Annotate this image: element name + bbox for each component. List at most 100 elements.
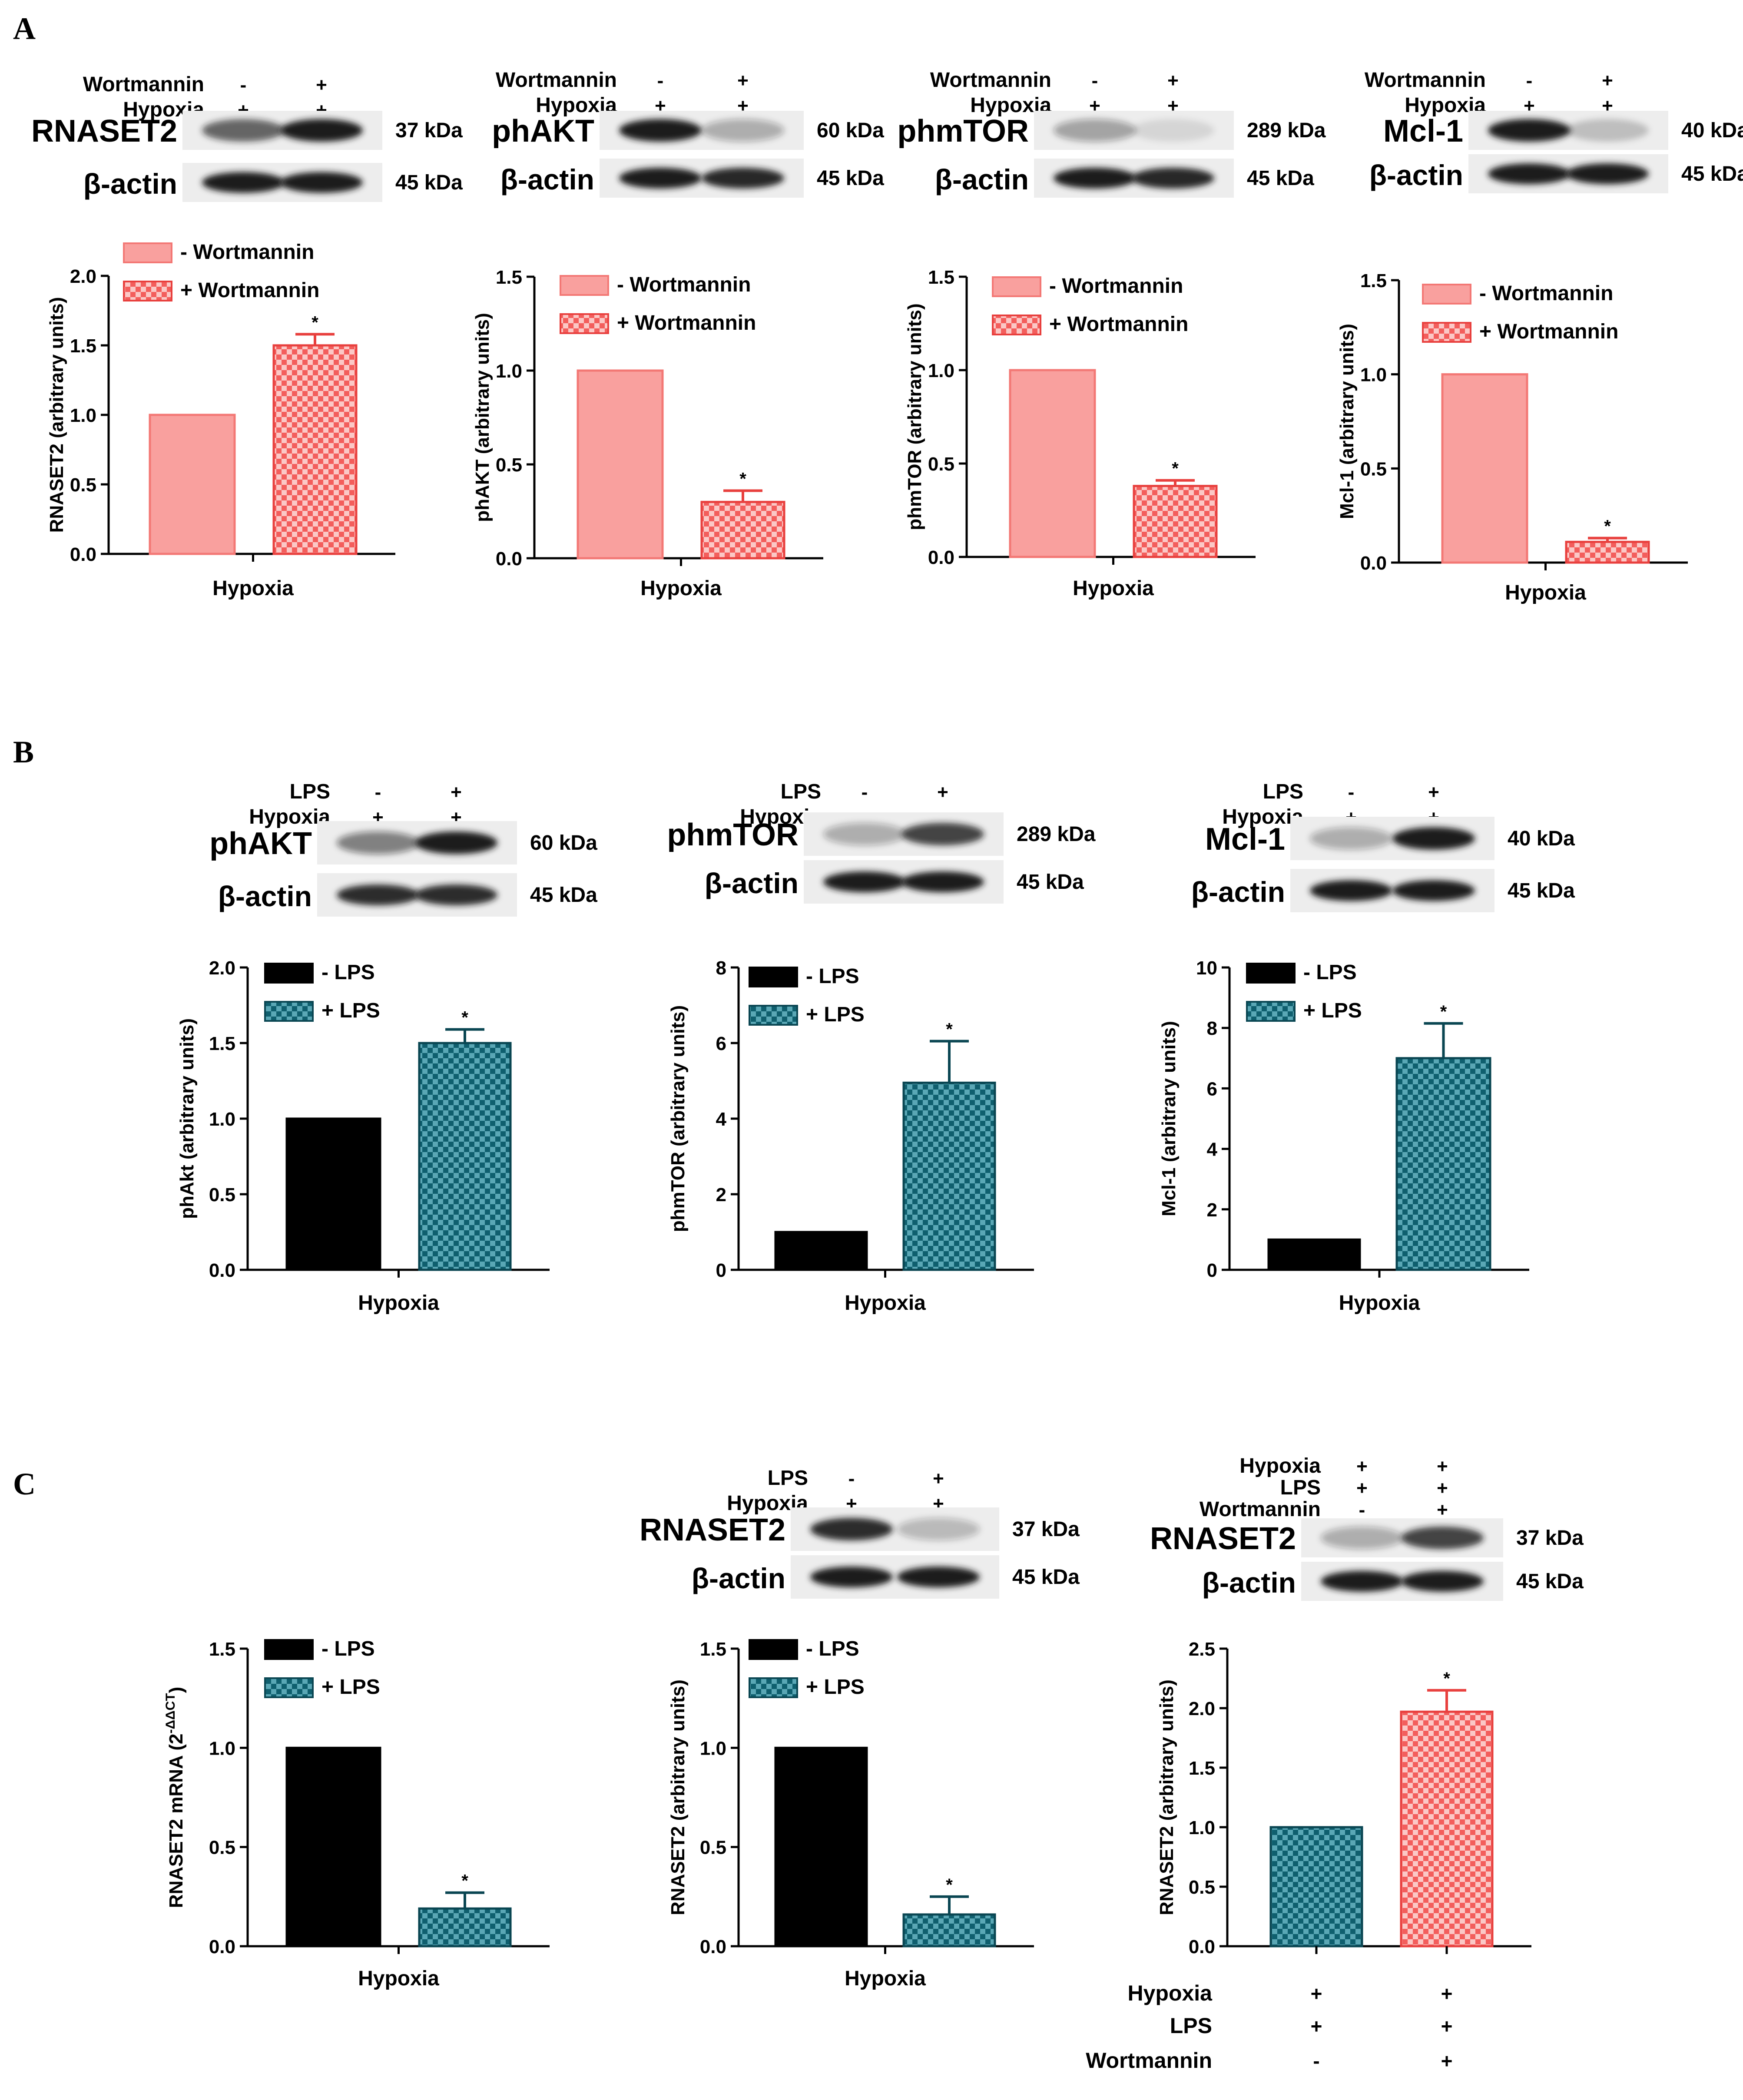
blot-treatment-sign: -: [240, 74, 247, 96]
blot-treatment-label: Wortmannin: [83, 73, 204, 96]
blot-band: [1310, 880, 1392, 901]
blot-band: [810, 1567, 893, 1587]
bar: [1133, 485, 1218, 558]
legend-label: + LPS: [1303, 999, 1362, 1022]
blot-protein-label: phmTOR: [667, 818, 799, 852]
blot-treatment-label: Wortmannin: [1365, 69, 1486, 92]
significance-marker: *: [461, 1871, 468, 1891]
y-tick-label: 1.0: [496, 361, 522, 382]
blot-kda-label: 45 kDa: [1247, 167, 1314, 190]
blot-c3: Hypoxia + +LPS + +Wortmannin - +RNASET2 37 kDaβ…: [1150, 1454, 1584, 1601]
blot-kda-label: 289 kDa: [1247, 119, 1326, 142]
x-axis-label: Hypoxia: [358, 1967, 439, 1990]
y-tick-label: 10: [1196, 957, 1217, 979]
legend-swatch: [264, 1677, 314, 1698]
y-tick-label: 1.5: [928, 267, 954, 288]
legend-swatch: [1246, 1001, 1296, 1022]
blot-treatment-sign: -: [848, 1468, 855, 1489]
blot-band: [897, 1567, 980, 1587]
y-tick-label: 0.5: [928, 454, 954, 475]
blot-kda-label: 45 kDa: [530, 884, 597, 907]
y-axis-label: phmTOR (arbitrary units): [904, 303, 925, 530]
blot-band: [1132, 168, 1214, 189]
blot-treatment-sign: +: [1437, 1477, 1448, 1499]
blot-a3: Wortmannin - +Hypoxia + +phmTOR 289 kDaβ-acti…: [897, 69, 1326, 198]
western-blots: Wortmannin - +Hypoxia + +RNASET2 37 kDaβ-acti…: [31, 69, 1743, 1601]
significance-marker: *: [1443, 1669, 1450, 1688]
y-tick-label: 1.0: [1360, 364, 1387, 386]
y-tick-label: 1.0: [209, 1738, 235, 1759]
blot-band: [337, 884, 419, 905]
blot-band: [702, 168, 784, 189]
y-axis-label: RNASET2 (arbitrary units): [667, 1679, 689, 1915]
y-axis-label: phAKT (arbitrary units): [472, 313, 493, 522]
blot-treatment-label: LPS: [290, 780, 330, 803]
blot-kda-label: 60 kDa: [817, 119, 884, 142]
legend-swatch: [1422, 284, 1471, 305]
blot-band: [1132, 119, 1214, 142]
blot-treatment-label: Hypoxia: [1222, 805, 1303, 828]
blot-band: [823, 823, 906, 845]
blot-protein-label: RNASET2: [1150, 1521, 1296, 1556]
y-tick-label: 2.0: [70, 266, 96, 287]
blot-treatment-sign: +: [737, 70, 749, 91]
blot-band: [415, 831, 497, 854]
blot-treatment-sign: -: [657, 70, 664, 91]
y-tick-label: 0.0: [496, 548, 522, 570]
significance-marker: *: [1172, 459, 1179, 478]
blot-band: [202, 119, 285, 142]
y-tick-label: 0.0: [928, 547, 954, 568]
blot-protein-label: RNASET2: [640, 1513, 785, 1547]
blot-treatment-label: LPS: [1263, 780, 1303, 803]
blot-band: [897, 1518, 980, 1540]
blot-band: [1054, 119, 1136, 142]
y-tick-label: 1.5: [1189, 1758, 1215, 1779]
y-axis-label: phAkt (arbitrary units): [176, 1018, 198, 1219]
blot-treatment-label: Hypoxia: [1239, 1454, 1321, 1477]
y-tick-label: 0.0: [1189, 1936, 1215, 1958]
y-tick-label: 4: [1207, 1139, 1218, 1160]
blot-treatment-sign: +: [1602, 70, 1613, 91]
legend-swatch: [749, 1677, 798, 1698]
y-tick-label: 0.5: [700, 1837, 726, 1858]
blot-kda-label: 289 kDa: [1017, 823, 1096, 846]
blot-band: [810, 1518, 893, 1540]
chart-c3: 0.0 0.5 1.0 1.5 2.0 2.5 RNASET2 (arbitrary uni…: [1086, 1639, 1531, 2073]
blot-band: [280, 172, 363, 193]
blot-protein-label: β-actin: [1369, 159, 1463, 191]
y-tick-label: 0.0: [209, 1936, 235, 1958]
legend-label: - LPS: [806, 1637, 859, 1660]
blot-treatment-label: Hypoxia: [249, 805, 330, 828]
blot-treatment-sign: +: [1437, 1499, 1448, 1520]
y-tick-label: 0.0: [1360, 553, 1387, 574]
blot-kda-label: 37 kDa: [1516, 1527, 1584, 1550]
legend-swatch: [123, 281, 172, 301]
y-tick-label: 2: [1207, 1199, 1217, 1221]
blot-protein-label: Mcl-1: [1383, 114, 1463, 149]
bar: [418, 1907, 512, 1948]
blot-band: [1321, 1571, 1403, 1592]
y-tick-label: 0.5: [1360, 458, 1387, 480]
blot-treatment-sign: +: [1356, 1456, 1368, 1477]
legend-label: + LPS: [806, 1676, 865, 1699]
bar: [418, 1042, 512, 1271]
x-axis-label: Hypoxia: [845, 1967, 926, 1990]
legend-swatch: [749, 967, 798, 987]
legend-swatch: [749, 1639, 798, 1660]
chart-c1: 0.0 0.5 1.0 1.5 RNASET2 mRNA (2-ΔΔCT) * Hypoxi…: [163, 1637, 550, 1990]
blot-kda-label: 45 kDa: [1012, 1566, 1080, 1589]
blot-kda-label: 45 kDa: [817, 167, 884, 190]
y-tick-label: 1.0: [700, 1738, 726, 1759]
bar: [1395, 1057, 1491, 1271]
legend-label: - LPS: [321, 1637, 375, 1660]
y-tick-label: 1.0: [70, 405, 96, 426]
x-axis-label: Hypoxia: [1505, 581, 1586, 604]
significance-marker: *: [1604, 517, 1611, 536]
blot-band: [202, 172, 285, 193]
legend-swatch: [560, 313, 609, 334]
